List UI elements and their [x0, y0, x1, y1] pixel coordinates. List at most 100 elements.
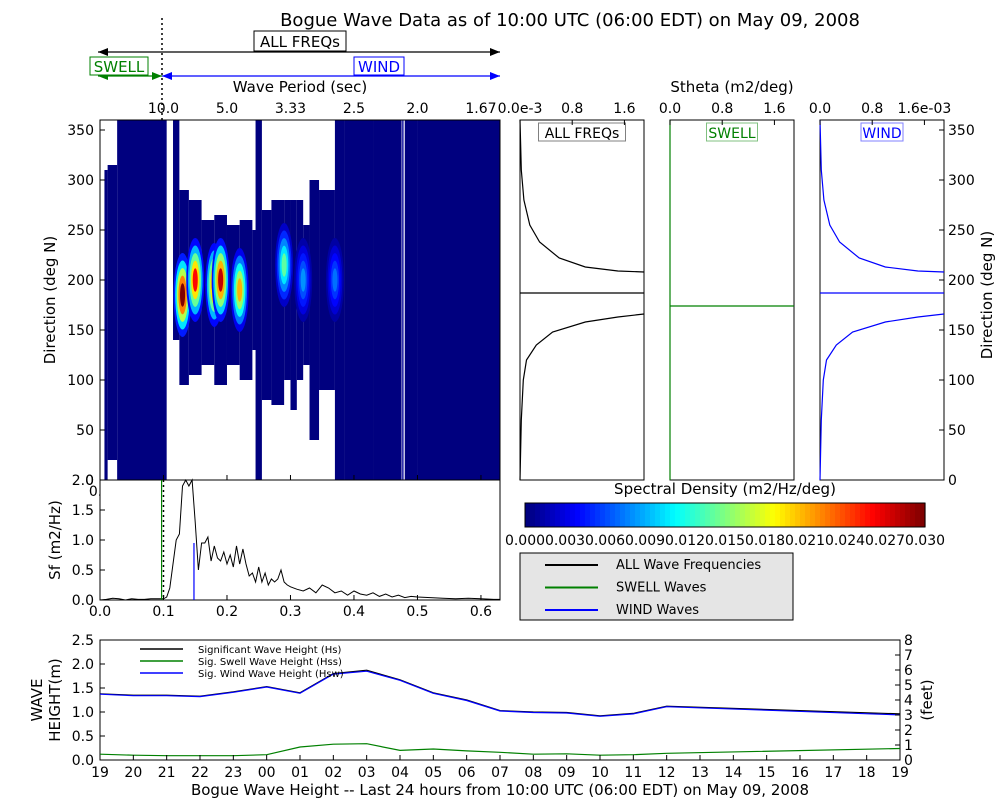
colorbar-segment: [765, 503, 771, 527]
colorbar-segment: [695, 503, 701, 527]
colorbar-segment: [835, 503, 841, 527]
colorbar-segment: [825, 503, 831, 527]
timeseries-x-tick-label: 06: [458, 765, 476, 781]
stheta-panel-frame: [519, 119, 645, 481]
stheta-x-tick-label: 0.0e-3: [498, 101, 543, 117]
colorbar-frame: [524, 502, 926, 528]
spectrum-y-tick-label: 0.0: [72, 593, 94, 609]
timeseries-legend-label: Significant Wave Height (Hs): [198, 645, 341, 656]
stheta-y-tick-label: 50: [948, 423, 966, 439]
timeseries-x-tick-label: 21: [158, 765, 176, 781]
colorbar-tick-label: 0.021: [785, 533, 825, 549]
stheta-panel-frame: [669, 119, 795, 481]
colorbar-segment: [620, 503, 626, 527]
all-freqs-header-label: ALL FREQs: [260, 33, 340, 51]
colorbar-segment: [790, 503, 796, 527]
colorbar-segment: [690, 503, 696, 527]
timeseries-y-tick-label: 0.0: [72, 753, 94, 769]
spectrum-line: [99, 478, 500, 601]
colorbar-segment: [845, 503, 851, 527]
spectrum-y-tick-label: 1.5: [72, 503, 94, 519]
colorbar-segment: [550, 503, 556, 527]
colorbar-segment: [785, 503, 791, 527]
heatmap-hotspot: [237, 278, 243, 302]
colorbar-segment: [635, 503, 641, 527]
timeseries-y-tick-label: 1.0: [72, 705, 94, 721]
timeseries-x-tick-label: 07: [491, 765, 509, 781]
wind-header-box: [353, 56, 405, 76]
colorbar-segment: [840, 503, 846, 527]
colorbar-segment: [780, 503, 786, 527]
colorbar-segment: [590, 503, 596, 527]
stheta-x-tick-label: 0.8: [561, 101, 583, 117]
timeseries-line-wind: [99, 670, 901, 717]
heatmap-hotspot: [281, 253, 287, 277]
spectrum-x-tick-label: 0.2: [216, 604, 238, 620]
colorbar-segment: [800, 503, 806, 527]
spectrum-x-tick-label: 0.5: [406, 604, 428, 620]
colorbar-segment: [815, 503, 821, 527]
colorbar-segment: [600, 503, 606, 527]
colorbar-segment: [795, 503, 801, 527]
timeseries-x-tick-label: 14: [724, 765, 742, 781]
colorbar-segment: [525, 503, 531, 527]
legend: ALL Wave Frequencies SWELL Waves WIND Wave…: [519, 552, 794, 621]
wave-period-axis: 10.0 5.0 3.33 2.5 2.0 1.67: [148, 101, 497, 125]
colorbar-segment: [605, 503, 611, 527]
colorbar-segment: [860, 503, 866, 527]
colorbar-segment: [720, 503, 726, 527]
spectrum-x-tick-label: 0.3: [279, 604, 301, 620]
timeseries-x-tick-label: 11: [624, 765, 642, 781]
heatmap-column: [104, 170, 108, 480]
colorbar-segment: [705, 503, 711, 527]
colorbar-tick-label: 0.018: [745, 533, 785, 549]
spectrum-y-label: Sf (m2/Hz): [46, 500, 64, 580]
heatmap-hotspot: [218, 268, 224, 292]
stheta-y-tick-label: 150: [948, 323, 975, 339]
timeseries-legend-label: Sig. Wind Wave Height (Hsw): [198, 669, 344, 680]
timeseries-x-tick-label: 01: [291, 765, 309, 781]
timeseries-y-tick-label: 2.0: [72, 657, 94, 673]
stheta-y-tick-label: 300: [948, 173, 975, 189]
heatmap-column: [255, 120, 262, 480]
stheta-curve: [819, 313, 945, 481]
colorbar-segment: [870, 503, 876, 527]
colorbar-segment: [900, 503, 906, 527]
stheta-curve: [519, 313, 645, 481]
legend-entry-label: SWELL Waves: [616, 581, 707, 596]
stheta-x-tick-label: 1.6: [763, 101, 785, 117]
stheta-label: Stheta (m2/deg): [670, 78, 793, 96]
heatmap-hotspot: [180, 283, 186, 307]
colorbar-segment: [575, 503, 581, 527]
timeseries-x-tick-label: 02: [324, 765, 342, 781]
heatmap-y-tick-label: 300: [67, 173, 94, 189]
timeseries-right-tick-label: 0: [904, 753, 913, 769]
timeseries-x-tick-label: 23: [224, 765, 242, 781]
period-tick-label: 2.0: [406, 101, 428, 117]
timeseries-x-tick-label: 12: [658, 765, 676, 781]
colorbar-segment: [725, 503, 731, 527]
timeseries-legend-label: Sig. Swell Wave Height (Hss): [198, 657, 342, 668]
heatmap-hotspot: [300, 268, 306, 292]
stheta-swell-panel: SWELL 0.0 0.8 1.6: [659, 101, 795, 481]
heatmap-column: [373, 120, 402, 480]
colorbar-segment: [540, 503, 546, 527]
stheta-y-tick-label: 250: [948, 223, 975, 239]
colorbar-segment: [675, 503, 681, 527]
colorbar-segment: [740, 503, 746, 527]
colorbar-segment: [890, 503, 896, 527]
colorbar-segment: [535, 503, 541, 527]
timeseries-x-tick-label: 15: [758, 765, 776, 781]
spectrum-y-tick-label: 0.5: [72, 563, 94, 579]
period-tick-label: 2.5: [343, 101, 365, 117]
heatmap-y-tick-label: 200: [67, 273, 94, 289]
colorbar-segment: [885, 503, 891, 527]
colorbar-segment: [735, 503, 741, 527]
legend-entry-label: ALL Wave Frequencies: [616, 558, 761, 573]
colorbar-segment: [760, 503, 766, 527]
stheta-y-tick-label: 100: [948, 373, 975, 389]
timeseries-x-tick-label: 18: [858, 765, 876, 781]
heatmap-column: [417, 120, 500, 480]
colorbar-segment: [630, 503, 636, 527]
